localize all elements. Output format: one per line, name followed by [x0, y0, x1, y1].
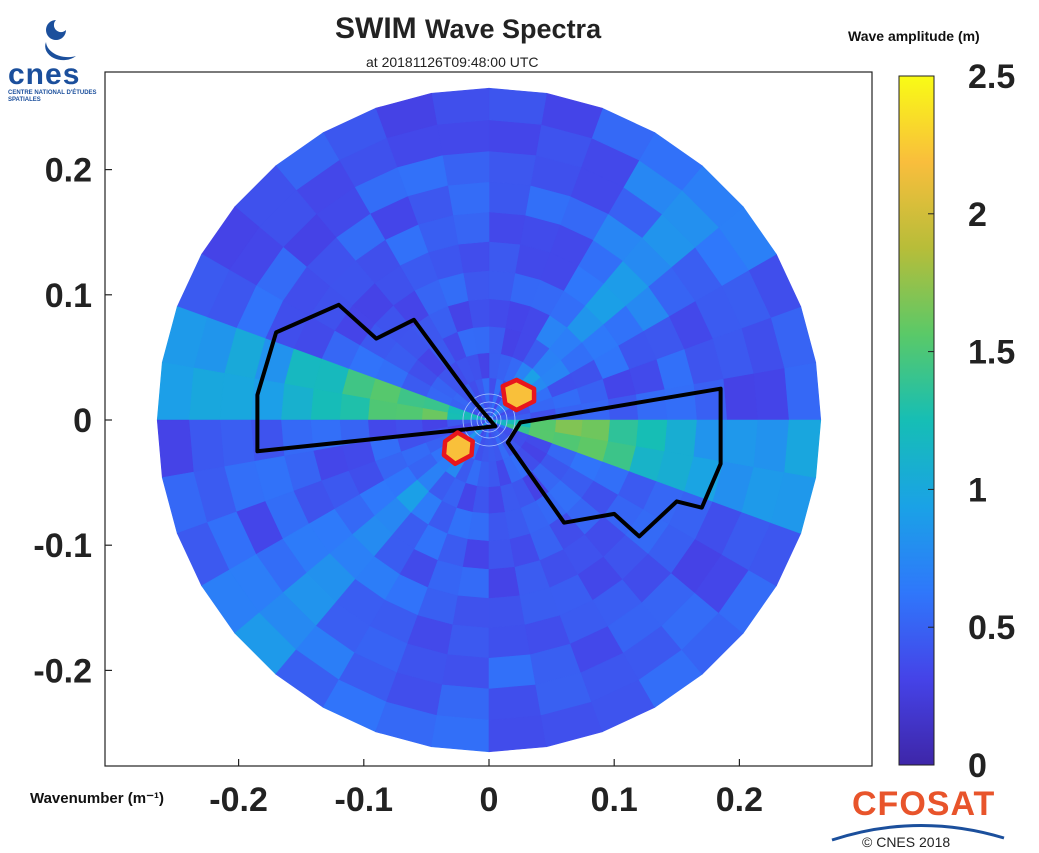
outer-contour-1	[505, 386, 723, 539]
spectrum-cell	[488, 624, 531, 659]
plot-area	[156, 87, 822, 753]
copyright-text: © CNES 2018	[862, 834, 951, 850]
spectrum-cell	[488, 119, 542, 156]
chart-title: SWIM Wave Spectra	[335, 12, 601, 46]
spectrum-cell	[488, 181, 531, 216]
spectrum-cell	[447, 624, 490, 659]
center-ring	[462, 393, 516, 447]
spectrum-cell	[488, 595, 526, 629]
spectrum-cell	[280, 383, 314, 421]
cfosat-logo: CFOSAT	[852, 785, 996, 823]
spectrum-cell	[188, 419, 225, 473]
cnes-logo	[6, 14, 96, 114]
spectrum-cell	[441, 654, 490, 690]
spectrum-cell	[280, 419, 314, 457]
chart-title-part1: SWIM	[335, 12, 417, 45]
spectrum-cell	[488, 654, 537, 690]
y-tick-label: -0.2	[33, 652, 92, 690]
spectrum-cell	[488, 150, 537, 186]
spectrum-cell	[436, 119, 490, 156]
spectrum-cell	[608, 419, 639, 447]
spectrum-cell	[156, 362, 194, 421]
chart-title-part2: Wave Spectra	[425, 14, 602, 44]
colorbar-tick-label: 1.5	[968, 334, 1015, 372]
spectrum-cell	[310, 388, 343, 421]
spectrum-cell	[488, 566, 521, 599]
spectrum-cell	[188, 367, 225, 421]
spectrum-cell	[156, 419, 194, 478]
y-axis: 0.2 0.1 0 -0.1 -0.2	[33, 152, 112, 690]
x-tick-label: -0.2	[209, 781, 268, 819]
spectrum-cell	[452, 595, 490, 629]
spectrum-cell	[488, 87, 547, 125]
peak-fill-2	[502, 379, 535, 410]
spectrum-cell	[784, 419, 822, 478]
spectrum-cell	[488, 715, 547, 753]
spectrum-cell	[457, 241, 490, 274]
cnes-logo-subtext: CENTRE NATIONAL D'ÉTUDES SPATIALES	[8, 90, 97, 103]
x-axis: -0.2 -0.1 0 0.1 0.2	[209, 759, 763, 819]
spectrum-cell	[447, 181, 490, 216]
spectrum-cell	[488, 270, 516, 301]
peak-contour-2	[500, 377, 537, 413]
spectrum-cell	[339, 393, 370, 421]
spectrum-cell	[753, 419, 790, 473]
outer-contour-0	[255, 302, 498, 454]
peak-contour-3	[441, 430, 475, 467]
y-tick-label: -0.1	[33, 527, 92, 565]
spectrum-cell	[664, 383, 698, 421]
spectrum-cell	[431, 715, 490, 753]
colorbar-tick-label: 0.5	[968, 609, 1015, 647]
colorbar-gradient	[898, 75, 935, 766]
spectrum-cell	[441, 150, 490, 186]
y-tick-label: 0.2	[45, 152, 92, 190]
spectrum-cell	[462, 539, 490, 570]
spectrum-cell	[431, 87, 490, 125]
spectrum-cell	[784, 362, 822, 421]
spectrum-cell	[452, 211, 490, 245]
colorbar-title: Wave amplitude (m)	[848, 28, 980, 44]
spectrum-cell	[664, 419, 698, 457]
spectrum-cell	[488, 241, 521, 274]
spectrum-cell	[723, 419, 759, 468]
spectrum-cell	[753, 367, 790, 421]
y-tick-label: 0	[73, 402, 92, 440]
spectrum-cell	[219, 372, 255, 421]
cnes-symbol-icon	[45, 20, 76, 61]
spectrum-cell	[635, 419, 668, 452]
colorbar-tick-label: 1	[968, 471, 987, 509]
spectrum-cell	[488, 684, 542, 721]
x-tick-label: 0	[480, 781, 499, 819]
y-tick-label: 0.1	[45, 277, 92, 315]
spectrum-cell	[457, 566, 490, 599]
center-ring	[476, 407, 502, 433]
spectrum-cell	[635, 388, 668, 421]
spectrum-cell	[219, 419, 255, 468]
spectrum-cell	[488, 211, 526, 245]
spectrum-cell	[723, 372, 759, 421]
cfosat-swoosh-icon	[831, 824, 1005, 842]
colorbar-tick-label: 2.5	[968, 58, 1015, 96]
center-ring	[470, 401, 508, 439]
colorbar-tick-label: 2	[968, 196, 987, 234]
colorbar: 2.5 2 1.5 1 0.5 0	[898, 58, 1015, 785]
chart-subtitle: at 20181126T09:48:00 UTC	[366, 54, 539, 70]
x-tick-label: -0.1	[335, 781, 394, 819]
cnes-logo-text: cnes	[8, 58, 81, 91]
colorbar-tick-label: 0	[968, 747, 987, 785]
x-tick-label: 0.1	[591, 781, 638, 819]
spectrum-cell	[436, 684, 490, 721]
x-axis-label: Wavenumber (m⁻¹)	[29, 790, 165, 807]
x-tick-label: 0.2	[716, 781, 763, 819]
